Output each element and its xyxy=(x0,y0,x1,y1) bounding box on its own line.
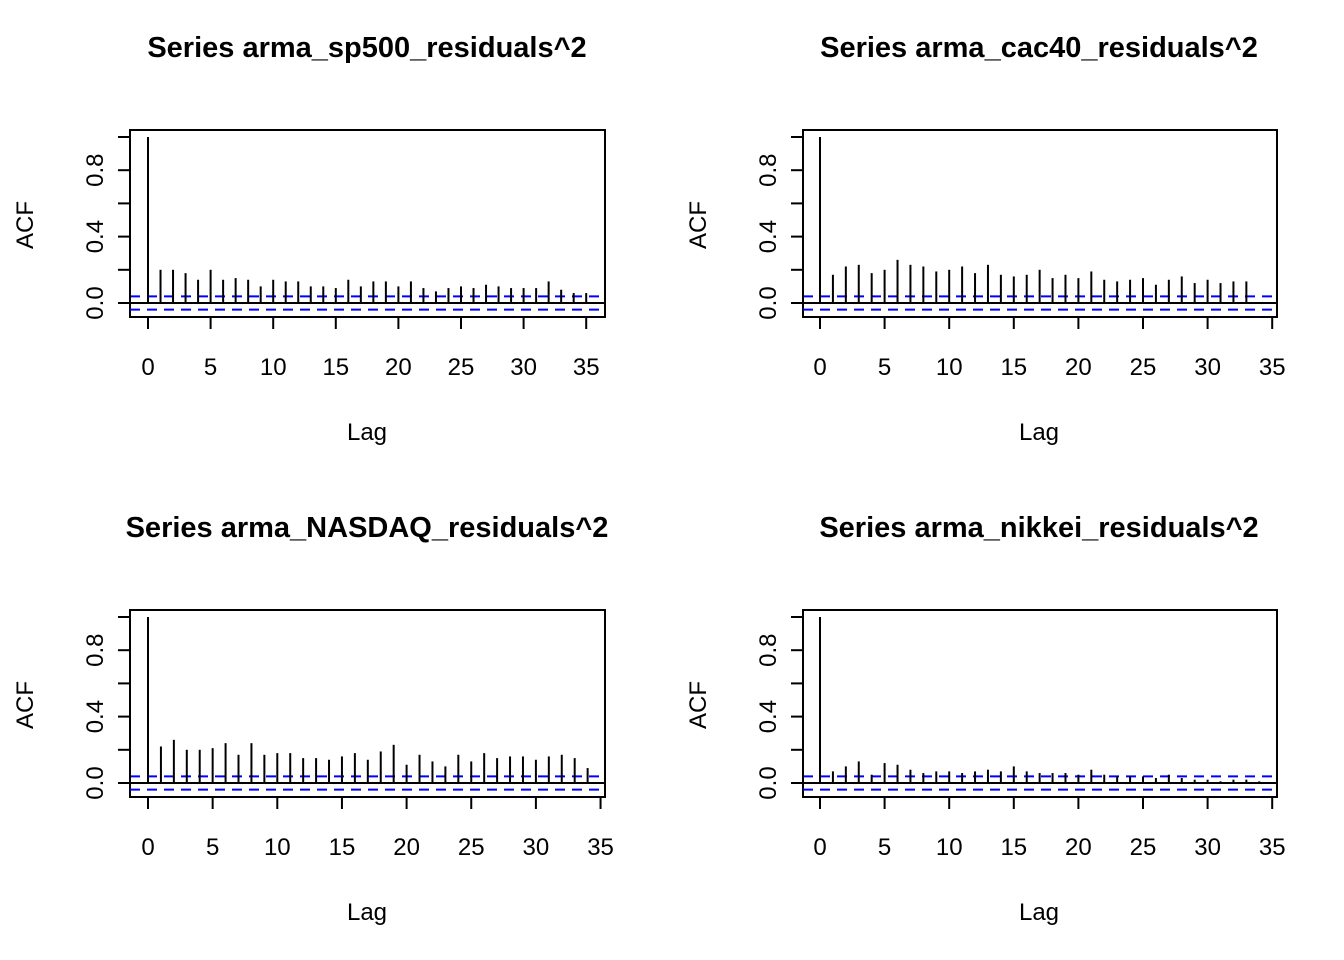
x-axis-label: Lag xyxy=(1019,899,1059,926)
x-tick-label: 0 xyxy=(141,834,154,861)
x-tick-label: 15 xyxy=(322,354,349,381)
x-tick-label: 10 xyxy=(936,354,963,381)
panel-title: Series arma_nikkei_residuals^2 xyxy=(819,512,1258,544)
y-tick-label: 0.4 xyxy=(755,220,782,253)
y-tick-label: 0.0 xyxy=(82,286,109,319)
x-tick-label: 35 xyxy=(587,834,614,861)
y-tick-label: 0.8 xyxy=(755,634,782,667)
x-tick-label: 0 xyxy=(813,354,826,381)
y-axis-label: ACF xyxy=(12,201,39,249)
x-tick-label: 5 xyxy=(206,834,219,861)
y-tick-label: 0.4 xyxy=(82,220,109,253)
y-axis-label: ACF xyxy=(685,201,712,249)
x-tick-label: 5 xyxy=(878,354,891,381)
x-tick-label: 30 xyxy=(1194,354,1221,381)
x-tick-label: 10 xyxy=(936,834,963,861)
x-tick-label: 5 xyxy=(204,354,217,381)
x-tick-label: 30 xyxy=(523,834,550,861)
x-tick-label: 20 xyxy=(385,354,412,381)
y-tick-label: 0.0 xyxy=(82,766,109,799)
x-axis-label: Lag xyxy=(347,899,387,926)
y-tick-label: 0.4 xyxy=(82,700,109,733)
y-axis-label: ACF xyxy=(12,681,39,729)
plot-frame xyxy=(802,609,1278,798)
x-tick-label: 5 xyxy=(878,834,891,861)
x-tick-label: 35 xyxy=(1259,354,1286,381)
x-axis-label: Lag xyxy=(347,419,387,446)
x-tick-label: 25 xyxy=(1130,834,1157,861)
acf-panel-1: Series arma_sp500_residuals^2 0 5 10 15 20 25 3… xyxy=(12,32,606,446)
plot-frame xyxy=(129,129,606,318)
x-tick-label: 15 xyxy=(1000,354,1027,381)
y-axis-label: ACF xyxy=(685,681,712,729)
x-tick-label: 10 xyxy=(260,354,287,381)
x-tick-label: 0 xyxy=(813,834,826,861)
y-tick-label: 0.4 xyxy=(755,700,782,733)
acf-panel-4: Series arma_nikkei_residuals^2 0 5 10 15 20 25… xyxy=(685,512,1286,926)
x-tick-label: 30 xyxy=(1194,834,1221,861)
x-tick-label: 20 xyxy=(1065,354,1092,381)
x-tick-label: 15 xyxy=(1000,834,1027,861)
panel-title: Series arma_NASDAQ_residuals^2 xyxy=(126,512,609,544)
acf-panel-3: Series arma_NASDAQ_residuals^2 0 5 10 15 20 25… xyxy=(12,512,614,926)
panel-title: Series arma_sp500_residuals^2 xyxy=(147,32,586,64)
x-tick-label: 30 xyxy=(510,354,537,381)
x-tick-label: 25 xyxy=(458,834,485,861)
x-tick-label: 20 xyxy=(1065,834,1092,861)
x-axis-label: Lag xyxy=(1019,419,1059,446)
y-tick-label: 0.0 xyxy=(755,286,782,319)
panel-title: Series arma_cac40_residuals^2 xyxy=(820,32,1258,64)
y-tick-label: 0.8 xyxy=(82,154,109,187)
x-tick-label: 15 xyxy=(329,834,356,861)
y-tick-label: 0.0 xyxy=(755,766,782,799)
x-tick-label: 0 xyxy=(141,354,154,381)
x-tick-label: 35 xyxy=(1259,834,1286,861)
x-tick-label: 10 xyxy=(264,834,291,861)
x-tick-label: 25 xyxy=(1130,354,1157,381)
acf-panel-2: Series arma_cac40_residuals^2 0 5 10 15 20 25 3… xyxy=(685,32,1286,446)
y-tick-label: 0.8 xyxy=(82,634,109,667)
x-tick-label: 35 xyxy=(573,354,600,381)
x-tick-label: 25 xyxy=(448,354,475,381)
x-tick-label: 20 xyxy=(393,834,420,861)
y-tick-label: 0.8 xyxy=(755,154,782,187)
